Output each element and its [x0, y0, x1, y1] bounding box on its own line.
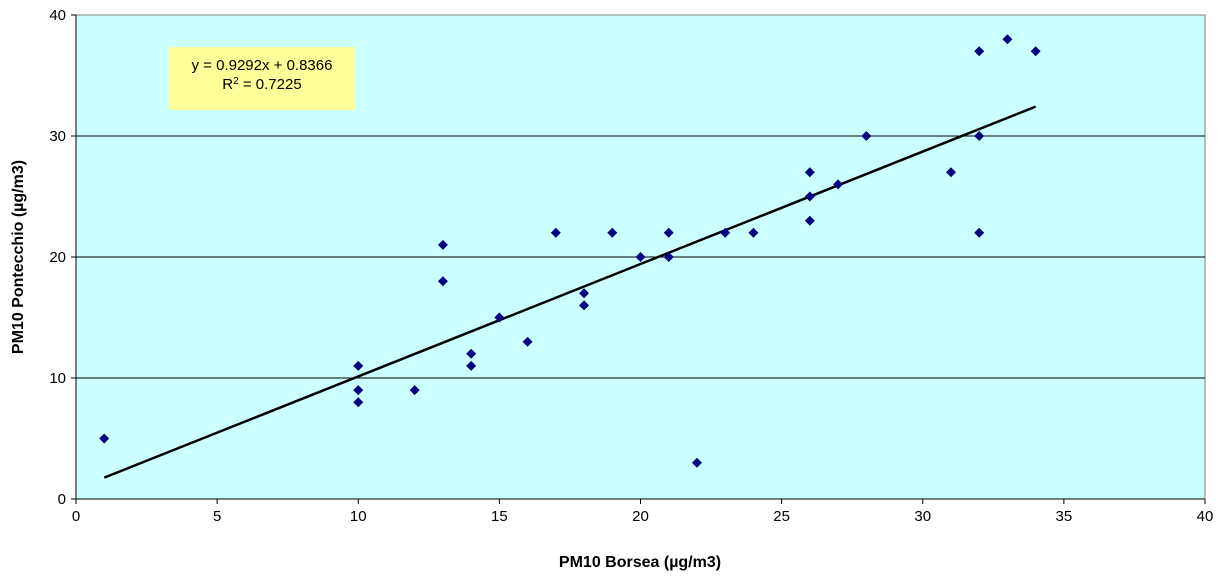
- r-squared-label: R2 = 0.7225: [169, 75, 355, 94]
- data-point-27: [974, 46, 985, 57]
- data-point-9: [494, 312, 505, 323]
- y-tick-label-0: 0: [58, 491, 66, 508]
- data-point-12: [579, 288, 590, 299]
- y-tick-label-10: 10: [49, 370, 66, 387]
- axes: [71, 14, 1206, 504]
- data-point-14: [607, 227, 618, 238]
- data-point-11: [550, 227, 561, 238]
- tick-labels: 0 5 10 15 20 25 30 35 40 0 10 20 30 40: [49, 7, 1213, 525]
- x-tick-label-10: 10: [350, 508, 367, 525]
- data-point-23: [804, 215, 815, 226]
- data-point-7: [466, 348, 477, 359]
- data-point-17: [663, 252, 674, 262]
- r-squared-r: R: [222, 76, 234, 93]
- x-axis-title: PM10 Borsea (µg/m3): [559, 554, 721, 571]
- x-tick-label-15: 15: [491, 508, 508, 525]
- data-point-8: [466, 360, 477, 371]
- linear-trendline: [103, 105, 1037, 479]
- data-point-28: [974, 131, 985, 141]
- data-point-29: [974, 227, 985, 238]
- r-squared-value: = 0.7225: [238, 76, 302, 93]
- data-point-26: [945, 167, 956, 178]
- data-point-24: [833, 179, 844, 190]
- x-tick-label-30: 30: [914, 508, 931, 525]
- x-tick-label-40: 40: [1197, 508, 1214, 525]
- data-point-20: [748, 227, 759, 238]
- x-tick-label-25: 25: [773, 508, 790, 525]
- y-axis-title: PM10 Pontecchio (µg/m3): [10, 160, 27, 354]
- y-tick-label-20: 20: [49, 249, 66, 266]
- data-point-0: [99, 433, 110, 444]
- data-point-25: [861, 131, 872, 141]
- data-point-31: [1030, 46, 1041, 57]
- data-point-13: [579, 300, 590, 311]
- data-point-3: [353, 397, 364, 408]
- data-point-10: [522, 336, 533, 347]
- r-squared-superscript: 2: [233, 76, 239, 87]
- data-point-4: [409, 385, 420, 396]
- trendline-equation-box: y = 0.9292x + 0.8366 R2 = 0.7225: [169, 47, 355, 110]
- data-point-2: [353, 385, 364, 396]
- trendline-layer: [103, 105, 1037, 479]
- data-point-6: [437, 276, 448, 287]
- y-tick-label-30: 30: [49, 128, 66, 145]
- x-tick-label-35: 35: [1056, 508, 1073, 525]
- data-point-22: [804, 191, 815, 202]
- data-point-30: [1002, 34, 1013, 45]
- data-point-16: [663, 227, 674, 238]
- data-point-21: [804, 167, 815, 178]
- x-tick-label-20: 20: [632, 508, 649, 525]
- data-points: [99, 34, 1041, 468]
- data-point-1: [353, 360, 364, 371]
- data-point-5: [437, 239, 448, 250]
- data-point-15: [635, 252, 646, 262]
- data-point-18: [691, 457, 702, 468]
- x-tick-label-5: 5: [213, 508, 221, 525]
- data-point-19: [720, 227, 731, 238]
- trendline-equation: y = 0.9292x + 0.8366: [191, 57, 333, 74]
- x-tick-label-0: 0: [72, 508, 80, 525]
- y-tick-label-40: 40: [49, 7, 66, 24]
